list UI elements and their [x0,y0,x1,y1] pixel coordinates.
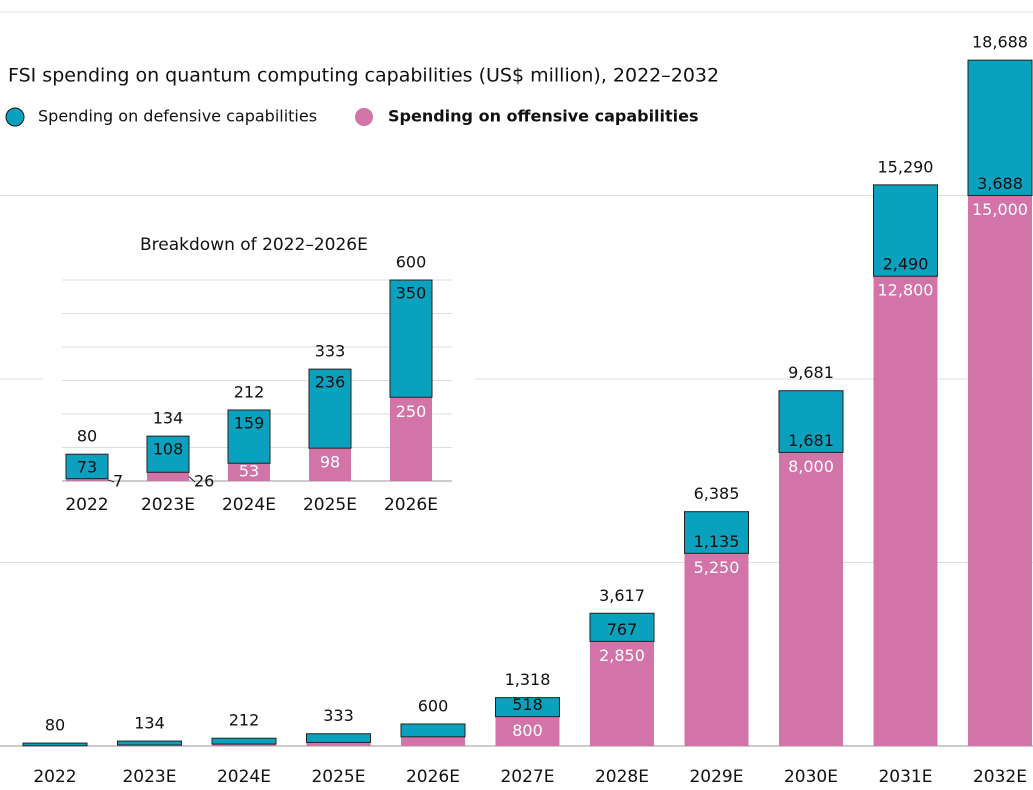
bar-offensive [390,397,432,481]
offensive-label: 26 [194,472,214,491]
main-plot: 2022802023E1342024E2122025E3332026E60020… [0,11,1033,787]
x-tick-label: 2032E [973,767,1027,787]
total-label: 212 [229,711,260,730]
legend-label: Spending on offensive capabilities [388,107,699,126]
total-label: 6,385 [694,484,740,503]
x-tick-label: 2029E [689,767,743,787]
x-tick-label: 2031E [878,767,932,787]
total-label: 333 [315,342,346,361]
offensive-label: 98 [320,453,340,472]
bar-defensive [117,740,182,746]
defensive-label: 108 [153,440,184,459]
x-tick-label: 2022 [33,767,76,787]
defensive-label: 350 [396,284,427,303]
x-tick-label: 2025E [311,767,365,787]
total-label: 1,318 [505,670,551,689]
bar-defensive [589,612,655,642]
offensive-label: 800 [512,721,543,740]
bar-offensive [212,744,276,746]
bar-offensive [309,448,351,481]
total-label: 212 [234,382,265,401]
legend-swatch [5,107,25,127]
defensive-label: 1,681 [788,431,834,450]
defensive-label: 159 [234,413,265,432]
offensive-label: 250 [396,402,427,421]
x-tick-label: 2023E [141,495,195,515]
offensive-label: 2,850 [599,646,645,665]
bar-defensive [146,435,190,473]
defensive-label: 2,490 [883,255,929,274]
total-label: 600 [418,696,449,715]
bar-defensive [22,742,88,747]
bar-defensive [389,279,433,398]
bar-defensive [400,723,466,738]
leader-line [107,479,115,483]
offensive-label: 7 [113,472,123,491]
bar-defensive [873,184,938,277]
total-label: 134 [153,409,184,428]
x-tick-label: 2024E [217,767,271,787]
x-tick-label: 2028E [595,767,649,787]
offensive-label: 5,250 [694,558,740,577]
bar-offensive [306,742,371,746]
bar-offensive [228,463,270,481]
bar-defensive [778,390,844,453]
legend-swatch [355,108,373,126]
bar-defensive [211,737,277,745]
bar-offensive [590,641,654,746]
total-label: 80 [45,716,65,735]
bar-defensive [308,368,352,449]
bar-defensive [65,453,109,480]
offensive-label: 12,800 [878,281,934,300]
total-label: 80 [77,427,97,446]
total-label: 15,290 [878,157,934,176]
bar-offensive [779,452,843,746]
inset-plot: 2022 80 73 7 2023E 134 108 26 2024E 212 159 53 2025E… [62,253,452,515]
total-label: 18,688 [972,33,1028,52]
legend-label: Spending on defensive capabilities [38,107,317,126]
bar-offensive [873,276,938,746]
x-tick-label: 2023E [122,767,176,787]
bar-defensive [967,59,1033,196]
bar-defensive [306,733,371,743]
offensive-label: 53 [239,462,259,481]
bar-defensive [495,697,560,718]
total-label: 9,681 [788,363,834,382]
total-label: 600 [396,253,427,272]
offensive-label: 15,000 [972,200,1028,219]
bar-offensive [968,195,1032,746]
bar-offensive [147,472,189,481]
x-tick-label: 2027E [500,767,554,787]
defensive-label: 3,688 [977,174,1023,193]
x-tick-label: 2026E [406,767,460,787]
defensive-label: 767 [607,620,638,639]
offensive-label: 8,000 [788,457,834,476]
bar-offensive [66,478,108,481]
x-tick-label: 2022 [65,495,108,515]
total-label: 333 [323,706,354,725]
bar-defensive [684,511,749,554]
total-label: 3,617 [599,586,645,605]
defensive-label: 236 [315,373,346,392]
total-label: 134 [134,714,165,733]
defensive-label: 1,135 [694,532,740,551]
leader-line [188,476,196,483]
bar-offensive [495,716,560,746]
defensive-label: 518 [512,695,543,714]
x-tick-label: 2030E [784,767,838,787]
x-tick-label: 2026E [384,495,438,515]
bar-defensive [227,409,271,464]
bar-offensive [401,736,465,746]
x-tick-label: 2024E [222,495,276,515]
chart-title: FSI spending on quantum computing capabi… [8,65,719,87]
x-tick-label: 2025E [303,495,357,515]
defensive-label: 73 [77,458,97,477]
bar-offensive [684,553,749,746]
inset-title: Breakdown of 2022–2026E [140,235,368,255]
